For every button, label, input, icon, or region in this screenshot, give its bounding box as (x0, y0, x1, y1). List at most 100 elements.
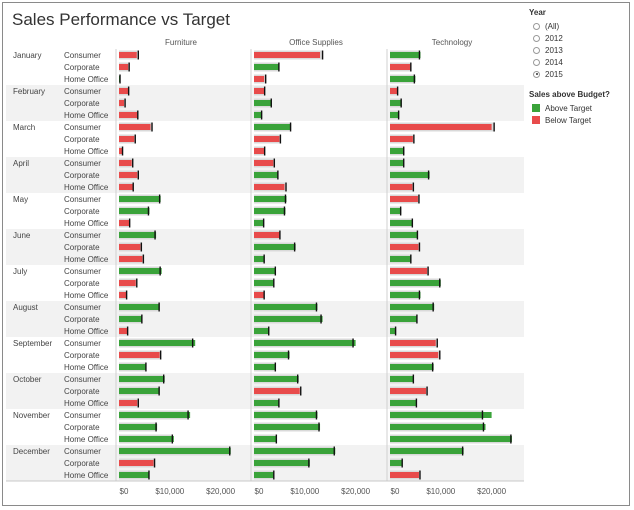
sales-bar (390, 112, 400, 118)
sales-bar (254, 148, 265, 154)
sales-bar (119, 148, 123, 154)
x-tick-label: $20,000 (206, 487, 235, 496)
sales-bar (390, 412, 492, 418)
x-tick-label: $20,000 (341, 487, 370, 496)
sales-bar (390, 352, 439, 358)
x-tick-label: $10,000 (155, 487, 184, 496)
sales-bar (119, 100, 125, 106)
sales-bar (119, 208, 150, 214)
month-label: May (13, 195, 28, 204)
radio-icon[interactable] (533, 22, 540, 30)
sales-bar (390, 400, 417, 406)
month-label: July (13, 267, 27, 276)
sales-bar (254, 220, 265, 226)
sales-bar (390, 256, 412, 262)
year-option[interactable]: 2012 (533, 32, 629, 44)
sales-bar (254, 196, 287, 202)
legend-swatch (532, 116, 540, 124)
chart-frame (2, 2, 630, 506)
x-tick-label: $20,000 (477, 487, 506, 496)
sales-bar (390, 460, 403, 466)
sales-bar (119, 424, 158, 430)
sales-bar (390, 268, 428, 274)
year-filter[interactable]: (All) 2012 2013 2014 2015 (529, 20, 629, 80)
segment-label: Corporate (64, 99, 100, 108)
sales-bar (390, 184, 413, 190)
sales-bar (254, 88, 265, 94)
segment-label: Home Office (64, 399, 109, 408)
sales-bar (254, 172, 279, 178)
sales-bar (254, 280, 275, 286)
sales-bar (119, 280, 136, 286)
sales-bar (254, 244, 296, 250)
sales-bar (390, 52, 421, 58)
segment-label: Home Office (64, 327, 109, 336)
segment-label: Home Office (64, 435, 109, 444)
sales-bar (119, 340, 196, 346)
sales-bar (254, 412, 318, 418)
radio-icon[interactable] (533, 46, 540, 54)
sales-bar (119, 232, 157, 238)
sales-bar (254, 184, 285, 190)
month-label: August (13, 303, 39, 312)
segment-label: Corporate (64, 243, 100, 252)
sales-bar (254, 208, 286, 214)
sales-bar (254, 364, 276, 370)
sales-bar (254, 268, 276, 274)
segment-label: Home Office (64, 75, 109, 84)
month-label: October (13, 375, 42, 384)
month-label: April (13, 159, 29, 168)
x-tick-label: $0 (255, 487, 264, 496)
x-tick-label: $10,000 (290, 487, 319, 496)
sales-bar (390, 472, 419, 478)
sales-bar (119, 220, 130, 226)
sales-bar (390, 388, 427, 394)
year-option[interactable]: (All) (533, 20, 629, 32)
sales-bar (390, 292, 421, 298)
sales-bar (119, 328, 128, 334)
legend-panel: Year (All) 2012 2013 2014 2015 Sales above B… (529, 8, 629, 126)
month-label: June (13, 231, 31, 240)
sales-bar (119, 412, 191, 418)
sales-bar (254, 232, 280, 238)
segment-label: Consumer (64, 267, 101, 276)
segment-label: Consumer (64, 159, 101, 168)
segment-label: Corporate (64, 459, 100, 468)
segment-label: Consumer (64, 195, 101, 204)
sales-bar (119, 160, 132, 166)
legend-swatch (532, 104, 540, 112)
year-option[interactable]: 2013 (533, 44, 629, 56)
legend-items: Above Target Below Target (529, 102, 629, 126)
sales-bar (254, 424, 321, 430)
radio-icon[interactable] (533, 58, 540, 66)
sales-bar (390, 148, 405, 154)
sales-bar (119, 436, 174, 442)
year-option[interactable]: 2014 (533, 56, 629, 68)
radio-icon[interactable] (533, 34, 540, 42)
sales-bar (254, 76, 265, 82)
segment-label: Consumer (64, 123, 101, 132)
sales-bar (390, 220, 413, 226)
sales-bar (119, 460, 154, 466)
sales-bar (390, 124, 492, 130)
sales-bar (390, 280, 441, 286)
segment-label: Consumer (64, 447, 101, 456)
radio-icon[interactable] (533, 70, 540, 78)
segment-label: Home Office (64, 255, 109, 264)
sales-bar (254, 436, 277, 442)
year-option-label: (All) (545, 21, 560, 31)
sales-bar (254, 112, 263, 118)
sales-bar (119, 292, 127, 298)
segment-label: Corporate (64, 279, 100, 288)
segment-label: Corporate (64, 63, 100, 72)
sales-bar (254, 448, 336, 454)
sales-bar (254, 460, 310, 466)
sales-bar (254, 100, 272, 106)
year-option-label: 2015 (545, 69, 563, 79)
sales-bar (254, 304, 318, 310)
segment-label: Corporate (64, 351, 100, 360)
x-tick-label: $0 (120, 487, 129, 496)
year-option[interactable]: 2015 (533, 68, 629, 80)
sales-bar (119, 268, 162, 274)
segment-label: Home Office (64, 147, 109, 156)
